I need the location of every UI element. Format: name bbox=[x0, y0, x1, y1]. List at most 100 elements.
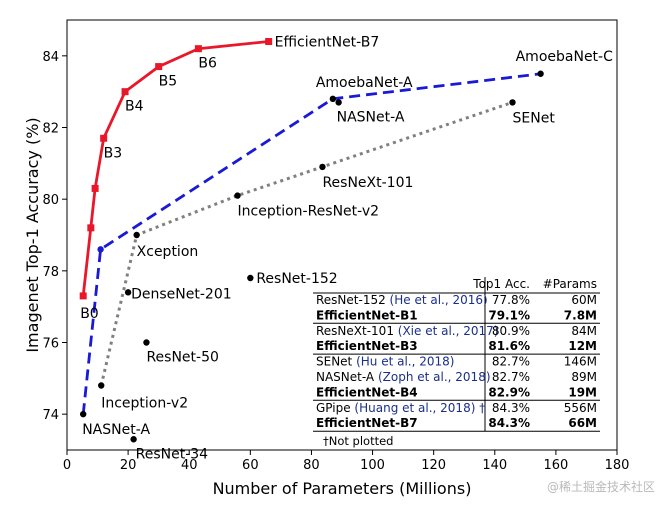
y-axis-label: Imagenet Top-1 Accuracy (%) bbox=[23, 117, 42, 352]
series-line-solid bbox=[81, 40, 269, 297]
label-resnet-152-other: ResNet-152 bbox=[256, 271, 337, 287]
label-b0: B0 bbox=[80, 306, 99, 322]
point-amoebanet-a bbox=[329, 95, 337, 103]
point-series-1-unlabeled bbox=[97, 246, 104, 253]
label-amoebanet-c: AmoebaNet-C bbox=[516, 49, 613, 65]
point-resnet-34-other bbox=[130, 436, 137, 443]
plot-frame bbox=[66, 19, 618, 451]
series-lines bbox=[81, 40, 541, 415]
table-cell-model: GPipe (Huang et al., 2018) † bbox=[316, 401, 485, 415]
table-cell-acc: 81.6% bbox=[488, 339, 530, 353]
table-header-acc: Top1 Acc. bbox=[472, 277, 530, 291]
x-tick-label: 100 bbox=[360, 458, 385, 473]
table-cell-model: ResNet-152 (He et al., 2016) bbox=[316, 293, 488, 307]
table-cell-model: EfficientNet-B7 bbox=[316, 416, 418, 430]
series-line-dashed bbox=[81, 72, 541, 415]
point-senet bbox=[509, 99, 516, 106]
table-cell-params: 556M bbox=[564, 401, 597, 415]
table-cell-acc: 80.9% bbox=[492, 324, 530, 338]
label-nasnet-a-other: NASNet-A bbox=[337, 109, 405, 125]
y-tick-label: 76 bbox=[42, 337, 59, 352]
y-tick-label: 78 bbox=[42, 265, 59, 280]
point-b4 bbox=[121, 88, 129, 96]
point-b3 bbox=[100, 134, 108, 142]
table-cell-model: NASNet-A (Zoph et al., 2018) bbox=[316, 370, 491, 384]
label-amoebanet-a: AmoebaNet-A bbox=[316, 75, 413, 91]
x-tick-label: 120 bbox=[421, 458, 446, 473]
label-efficientnet-b7: EfficientNet-B7 bbox=[275, 35, 380, 51]
point-amoebanet-c bbox=[537, 70, 544, 77]
x-tick-label: 60 bbox=[242, 458, 259, 473]
point-inception-resnet-v2 bbox=[234, 192, 241, 199]
table-cell-params: 12M bbox=[568, 339, 597, 353]
label-densenet-201-other: DenseNet-201 bbox=[131, 286, 232, 302]
table-footnote: †Not plotted bbox=[323, 434, 393, 448]
x-tick-label: 180 bbox=[605, 458, 630, 473]
x-tick-label: 140 bbox=[482, 458, 507, 473]
table-header-params: #Params bbox=[543, 277, 597, 291]
table-cell-params: 66M bbox=[568, 416, 597, 430]
point-b6 bbox=[194, 45, 202, 53]
label-senet: SENet bbox=[513, 110, 556, 126]
point-nasnet-a-other bbox=[335, 99, 342, 106]
label-b4: B4 bbox=[125, 99, 144, 115]
table-cell-params: 84M bbox=[571, 324, 597, 338]
y-tick-label: 84 bbox=[42, 50, 59, 65]
x-axis-label: Number of Parameters (Millions) bbox=[213, 479, 472, 498]
table-cell-params: 7.8M bbox=[564, 308, 597, 322]
label-resnext-101: ResNeXt-101 bbox=[322, 175, 413, 191]
table-cell-acc: 82.7% bbox=[492, 355, 530, 369]
table-cell-citation: (Xie et al., 2017) bbox=[394, 324, 499, 338]
table-cell-params: 60M bbox=[571, 293, 597, 307]
point-resnet-152-other bbox=[247, 274, 254, 282]
table-cell-citation: (Zoph et al., 2018) bbox=[374, 370, 490, 384]
watermark: @稀土掘金技术社区 bbox=[547, 479, 655, 494]
label-resnet-34-other: ResNet-34 bbox=[136, 446, 209, 462]
point-efficientnet-b7 bbox=[265, 38, 273, 45]
point-b5 bbox=[155, 63, 163, 71]
table-cell-citation: (He et al., 2016) bbox=[386, 293, 488, 307]
table-cell-acc: 79.1% bbox=[488, 308, 530, 322]
table-cell-acc: 77.8% bbox=[492, 293, 530, 307]
label-xception: Xception bbox=[137, 244, 199, 260]
point-resnext-101 bbox=[319, 163, 326, 171]
point-b0 bbox=[79, 292, 87, 300]
table-cell-params: 89M bbox=[571, 370, 597, 384]
point-inception-v2 bbox=[98, 382, 105, 389]
table-cell-acc: 82.9% bbox=[488, 385, 530, 399]
table-cell-acc: 84.3% bbox=[488, 416, 530, 430]
table-cell-model: EfficientNet-B3 bbox=[316, 339, 418, 353]
table-cell-citation: (Hu et al., 2018) bbox=[352, 355, 454, 369]
data-marks bbox=[79, 38, 544, 443]
table-cell-citation: (Huang et al., 2018) † bbox=[351, 401, 486, 415]
label-b6: B6 bbox=[198, 56, 217, 72]
label-b3: B3 bbox=[104, 145, 123, 161]
label-nasnet-a: NASNet-A bbox=[82, 422, 150, 438]
point-b2 bbox=[91, 184, 99, 192]
y-tick-label: 80 bbox=[42, 193, 59, 208]
x-tick-label: 0 bbox=[63, 458, 71, 473]
axes: 0 20 40 60 80 100 120 140 160 180 74 76 78 80 82 84 Numb… bbox=[23, 19, 630, 498]
x-tick-label: 20 bbox=[120, 458, 137, 473]
point-densenet-201-other bbox=[124, 289, 132, 296]
point-xception bbox=[133, 231, 140, 239]
label-resnet-50-other: ResNet-50 bbox=[146, 350, 218, 366]
y-tick-label: 74 bbox=[42, 408, 59, 423]
point-nasnet-a bbox=[79, 410, 87, 418]
comparison-table: Top1 Acc. #Params ResNet-152 (He et al., 2… bbox=[313, 277, 600, 448]
table-cell-model: ResNeXt-101 (Xie et al., 2017) bbox=[316, 324, 498, 338]
y-tick-label: 82 bbox=[42, 122, 59, 137]
label-inception-resnet-v2: Inception-ResNet-v2 bbox=[238, 204, 380, 220]
x-tick-label: 40 bbox=[181, 458, 198, 473]
label-inception-v2: Inception-v2 bbox=[101, 396, 188, 412]
table-cell-acc: 84.3% bbox=[492, 401, 530, 415]
point-b1 bbox=[87, 224, 95, 232]
point-labels: B0 B3 B4 B5 B6 EfficientNet-B7 NASNet-A AmoebaN… bbox=[80, 35, 613, 463]
table-cell-params: 19M bbox=[568, 385, 597, 399]
x-tick-label: 80 bbox=[303, 458, 320, 473]
table-cell-model: EfficientNet-B1 bbox=[316, 308, 418, 322]
table-cell-params: 146M bbox=[564, 355, 597, 369]
point-resnet-50-other bbox=[143, 339, 150, 346]
table-cell-acc: 82.7% bbox=[492, 370, 530, 384]
